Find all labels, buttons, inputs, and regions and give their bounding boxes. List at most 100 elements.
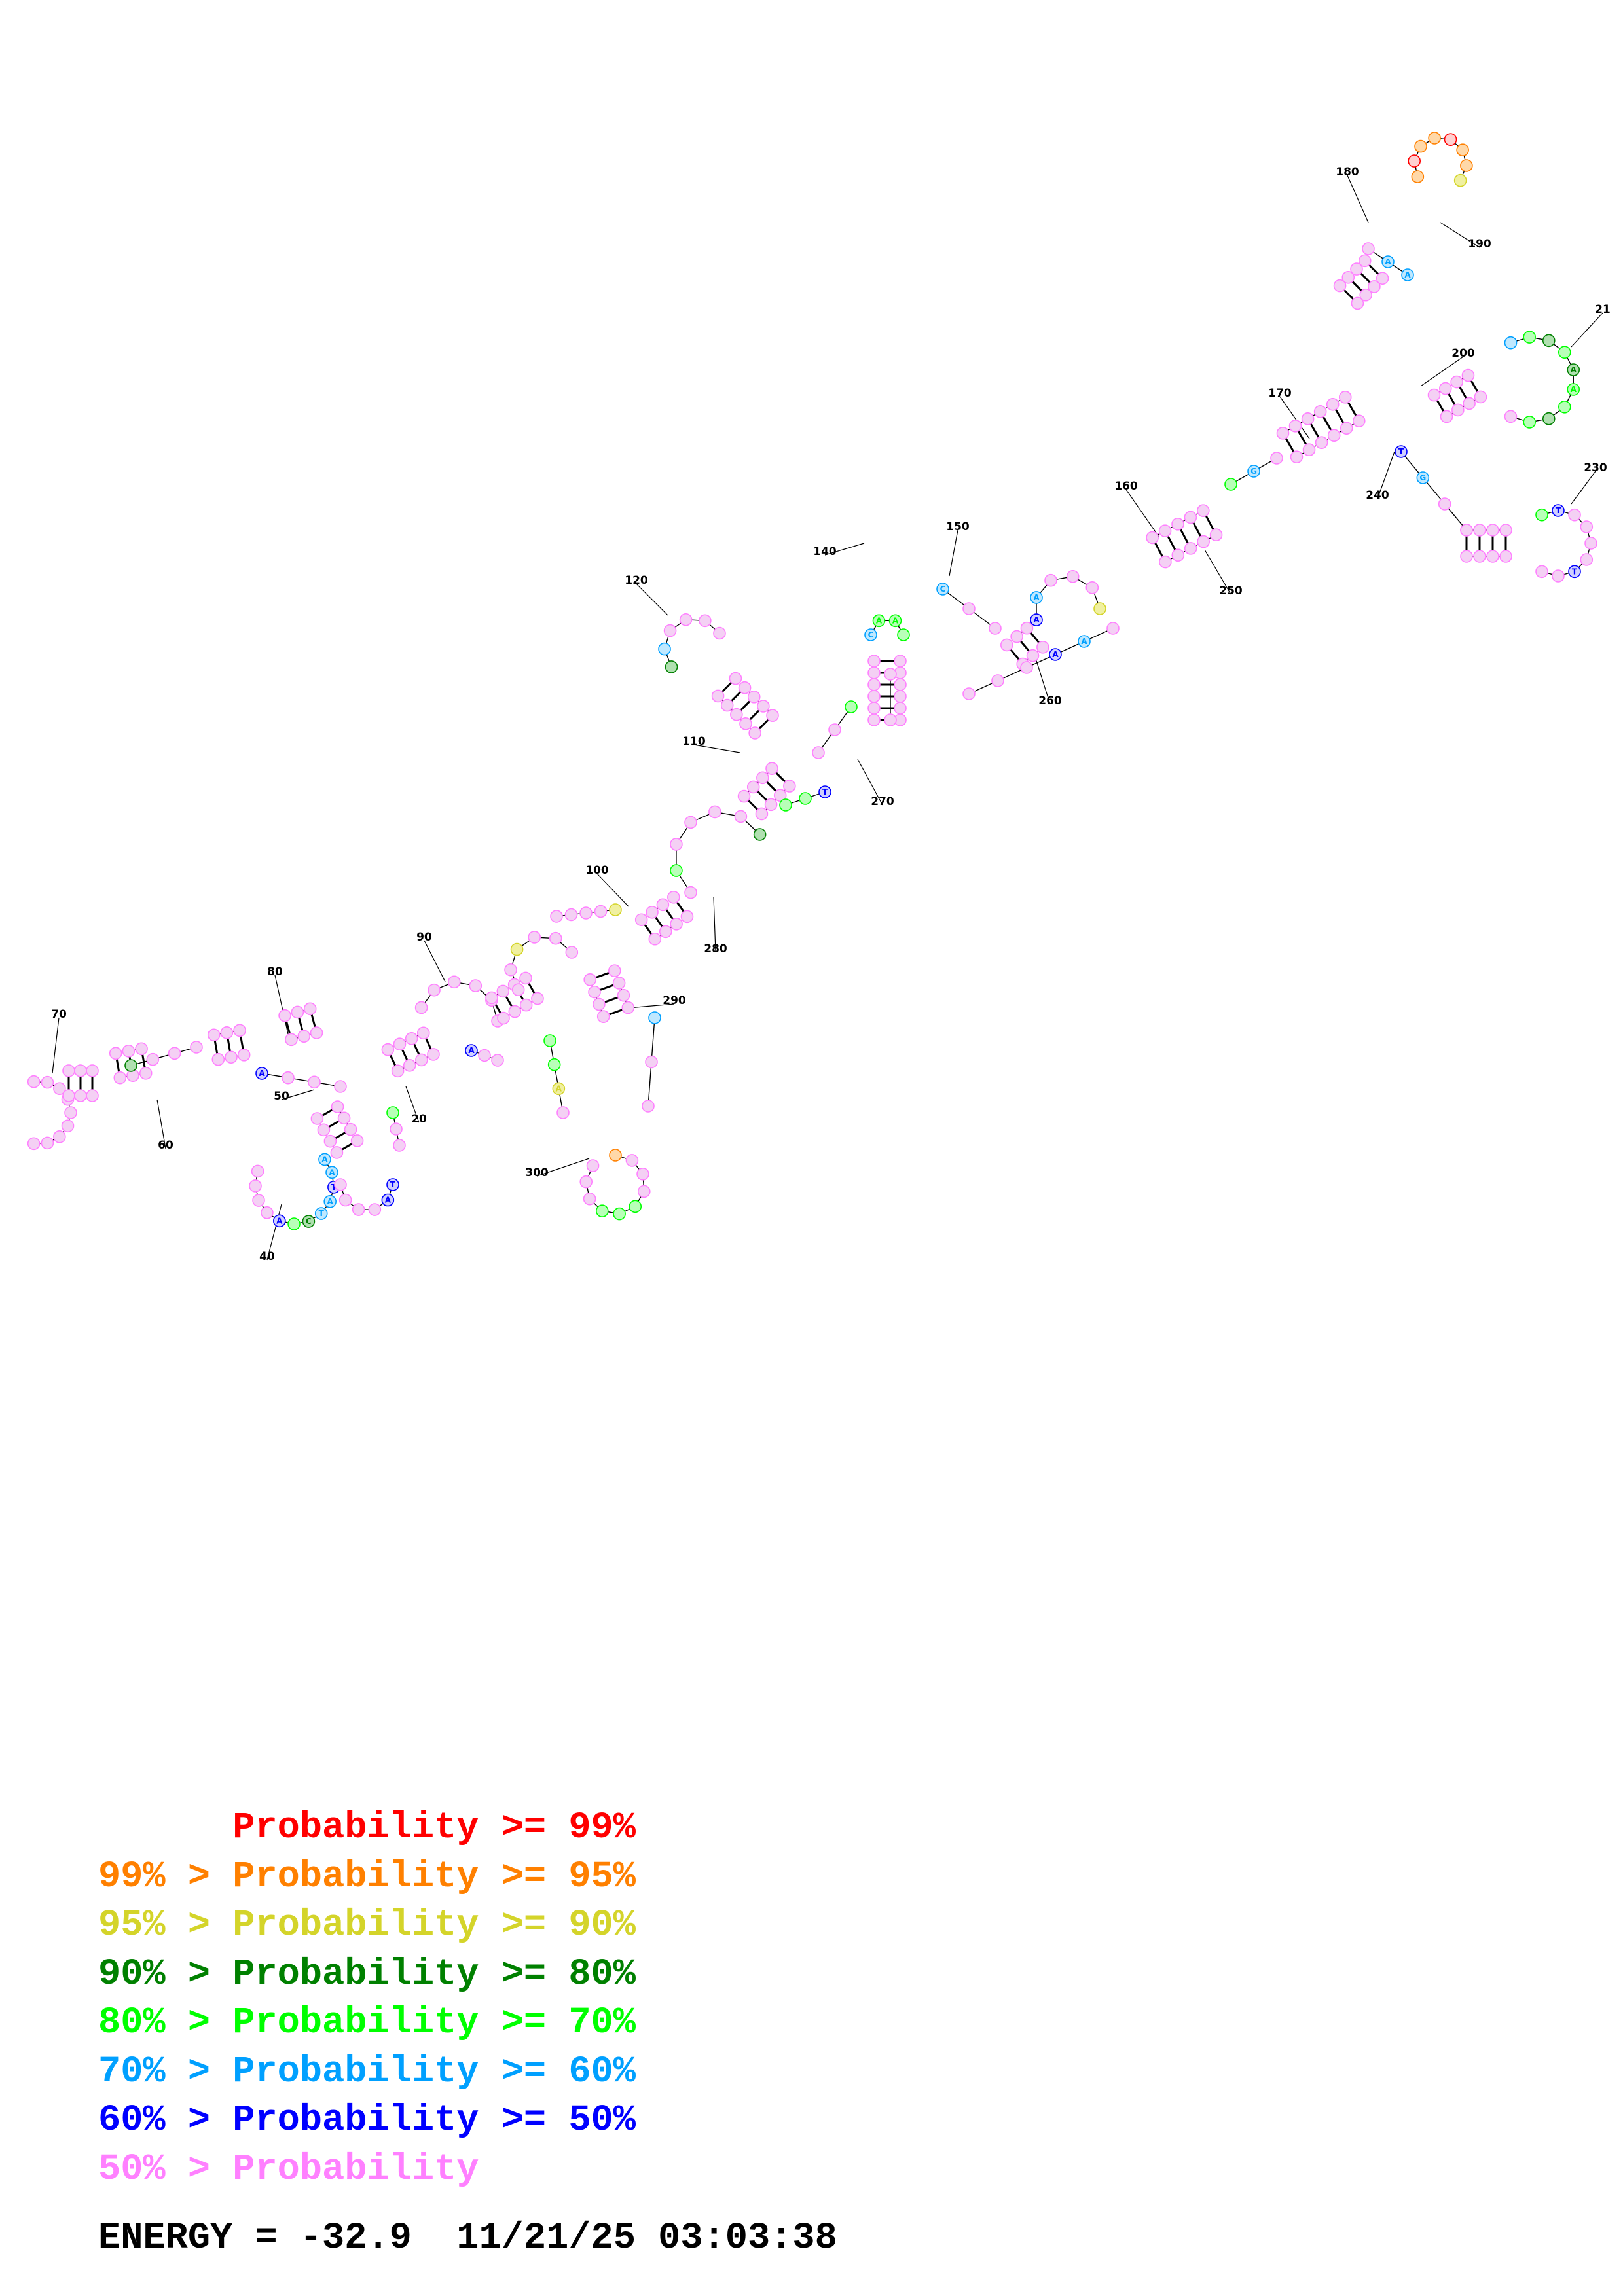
- nucleotide: [390, 1122, 403, 1136]
- nucleotide: [1159, 555, 1172, 569]
- nucleotide: [667, 891, 680, 904]
- nucleotide: [86, 1064, 99, 1077]
- nucleotide: [62, 1089, 75, 1102]
- nucleotide: [1184, 542, 1197, 555]
- nucleotide: [670, 864, 683, 877]
- nucleotide: [1381, 255, 1395, 268]
- nucleotide: [894, 690, 907, 703]
- nucleotide-letter: C: [306, 1217, 312, 1226]
- nucleotide: [1568, 508, 1581, 522]
- nucleotide: [756, 771, 769, 785]
- label-leader: [274, 975, 289, 1035]
- nucleotide: [310, 1026, 323, 1039]
- nucleotide: [799, 792, 812, 805]
- position-labels: 20 40 50 60 70 80 90 100 110 120 140 150 160 170 180 19…: [51, 166, 1611, 1263]
- nucleotide: [403, 1059, 416, 1072]
- nucleotide: [596, 1204, 609, 1218]
- position-label: 80: [267, 965, 283, 978]
- nucleotide: [1486, 524, 1499, 537]
- nucleotide: [508, 1005, 522, 1018]
- nucleotide: [519, 998, 533, 1012]
- nucleotide: [1408, 154, 1421, 168]
- label-leader: [1420, 356, 1464, 387]
- nucleotide: [1552, 569, 1565, 583]
- nucleotide: [1362, 242, 1375, 255]
- position-label: 100: [585, 864, 609, 877]
- nucleotide-letter: T: [319, 1209, 325, 1218]
- nucleotide: [646, 905, 659, 919]
- nucleotide: [415, 1053, 428, 1067]
- nucleotide: [991, 674, 1004, 687]
- backbone-segment: [651, 1017, 655, 1062]
- nucleotide: [491, 1054, 504, 1067]
- nucleotide: [291, 1005, 304, 1019]
- nucleotide: [1584, 537, 1597, 550]
- nucleotide: [381, 1193, 395, 1207]
- nucleotide-letter: G: [1250, 467, 1257, 476]
- nucleotide: [884, 668, 897, 681]
- nucleotide: [302, 1215, 316, 1228]
- position-label: 90: [416, 931, 432, 944]
- nucleotide: [352, 1203, 365, 1216]
- position-label: 21: [1595, 303, 1611, 316]
- nucleotide: [1439, 382, 1452, 395]
- nucleotide: [659, 925, 672, 939]
- nucleotide-letter: C: [940, 584, 946, 594]
- nucleotide: [1270, 452, 1283, 465]
- nucleotide: [1020, 661, 1033, 674]
- nucleotide: [679, 613, 693, 626]
- nucleotide: [565, 946, 579, 959]
- nucleotide: [282, 1071, 295, 1085]
- label-leader: [628, 1003, 675, 1009]
- nucleotide: [617, 988, 630, 1002]
- nucleotide: [1395, 445, 1408, 458]
- nucleotide: [757, 700, 770, 713]
- nucleotide-letter: T: [1572, 567, 1578, 576]
- nucleotide: [428, 983, 441, 997]
- nucleotide: [1276, 427, 1290, 440]
- nucleotide: [331, 1100, 344, 1113]
- nucleotide-letter: A: [1081, 637, 1087, 646]
- label-leader: [405, 1086, 420, 1123]
- nucleotide: [27, 1137, 41, 1151]
- nucleotide: [1580, 520, 1594, 533]
- nucleotide: [1486, 550, 1499, 563]
- nucleotide: [658, 642, 671, 656]
- nucleotide: [748, 726, 761, 740]
- nucleotide: [739, 717, 752, 730]
- nucleotide: [663, 624, 677, 637]
- nucleotide: [783, 780, 796, 793]
- nucleotide: [962, 602, 976, 615]
- nucleotide-letter: A: [1571, 385, 1577, 394]
- position-label: 160: [1114, 480, 1138, 493]
- nucleotide: [287, 1217, 301, 1230]
- nucleotide: [670, 918, 683, 931]
- nucleotide: [318, 1153, 331, 1166]
- nucleotide: [485, 991, 498, 1005]
- nucleotide: [755, 807, 769, 821]
- position-label: 270: [871, 795, 894, 808]
- nucleotide: [510, 942, 524, 956]
- backbone-lines: [33, 137, 1603, 1261]
- label-leader: [1125, 489, 1159, 537]
- position-label: 20: [411, 1113, 427, 1126]
- nucleotide: [1359, 288, 1372, 302]
- nucleotide: [1504, 410, 1518, 423]
- nucleotide: [720, 698, 734, 712]
- nucleotide: [552, 1082, 566, 1096]
- nucleotide: [594, 905, 608, 918]
- nucleotide: [1351, 296, 1364, 310]
- nucleotide: [708, 805, 721, 819]
- nucleotide: [497, 1011, 510, 1025]
- nucleotide: [53, 1082, 66, 1096]
- nucleotide-letter: A: [327, 1197, 334, 1206]
- position-label: 240: [1366, 489, 1389, 502]
- nucleotide: [1049, 648, 1062, 661]
- nucleotide-letter: T: [331, 1183, 337, 1192]
- nucleotide: [323, 1194, 337, 1208]
- nucleotide: [764, 798, 778, 812]
- nucleotide: [1567, 363, 1580, 376]
- position-label: 60: [158, 1139, 173, 1152]
- nucleotide: [414, 1001, 428, 1014]
- nucleotide-letter: C: [868, 630, 874, 639]
